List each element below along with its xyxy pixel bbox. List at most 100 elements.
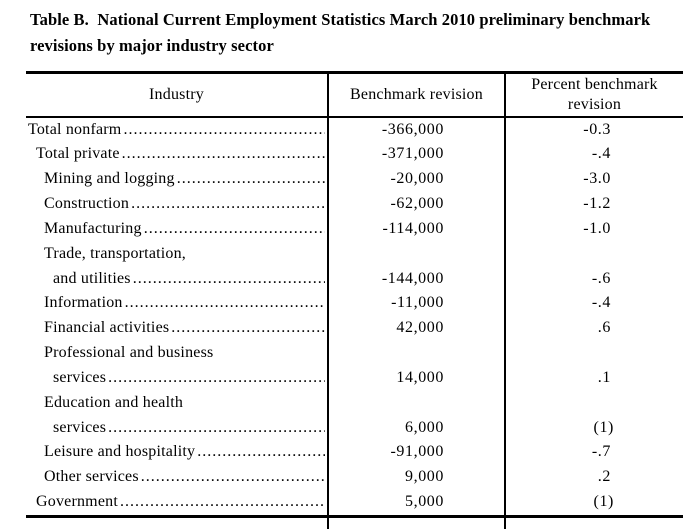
table-row: and utilities...........................… <box>26 266 683 292</box>
percent-revision-value <box>504 390 683 416</box>
column-header-industry: Industry <box>26 72 328 118</box>
benchmark-revision-value: -11,000 <box>327 291 505 317</box>
percent-revision-value: .1 <box>504 365 683 391</box>
table-row: Manufacturing...........................… <box>26 216 683 242</box>
benchmark-revision-value <box>327 390 505 416</box>
industry-cell: Total private...........................… <box>26 142 328 167</box>
dot-leader: ........................................… <box>124 294 325 312</box>
industry-label: Total private <box>36 145 120 163</box>
benchmark-revision-value: -144,000 <box>327 266 505 292</box>
table-row: services................................… <box>26 365 683 391</box>
percent-revision-value <box>504 341 683 366</box>
industry-label: Construction <box>44 195 130 213</box>
table-row: Mining and logging......................… <box>26 167 683 193</box>
column-header-percent-benchmark-revision: Percent benchmark revision <box>504 72 683 118</box>
benchmark-revision-value <box>327 341 505 366</box>
benchmark-revision-value: 5,000 <box>327 490 505 519</box>
table-row: services................................… <box>26 415 683 441</box>
table-row: Total private...........................… <box>26 142 683 168</box>
industry-label: Information <box>44 294 123 312</box>
benchmark-revision-value: -114,000 <box>327 216 505 242</box>
table-row: Professional and business <box>26 341 683 366</box>
benchmark-revision-value: 42,000 <box>327 316 505 342</box>
industry-cell: Total nonfarm...........................… <box>26 117 328 143</box>
percent-revision-value: -3.0 <box>504 167 683 193</box>
industry-cell: Education and health <box>26 391 328 416</box>
table-header: Industry Benchmark revision Percent benc… <box>26 72 683 118</box>
industry-cell: Professional and business <box>26 341 328 366</box>
dot-leader: ........................................… <box>119 493 325 511</box>
percent-revision-value: -.7 <box>504 440 683 466</box>
industry-label: Leisure and hospitality <box>44 443 196 461</box>
industry-cell: Financial activities....................… <box>26 316 328 341</box>
table-row: Information.............................… <box>26 291 683 317</box>
industry-cell: services................................… <box>26 416 328 441</box>
table-row: Government..............................… <box>26 490 683 519</box>
industry-label: services <box>53 368 107 386</box>
dot-leader: ........................................… <box>108 368 325 386</box>
table-row: Construction............................… <box>26 192 683 217</box>
industry-cell: services................................… <box>26 366 328 391</box>
percent-revision-value: -1.2 <box>504 192 683 217</box>
dot-leader: ........................................… <box>143 219 325 237</box>
benchmark-revision-value: -62,000 <box>327 192 505 217</box>
document-title: Table B. National Current Employment Sta… <box>30 7 650 59</box>
table-row: Education and health <box>26 390 683 416</box>
benchmark-revision-value <box>327 241 505 267</box>
benchmark-revision-value: -371,000 <box>327 142 505 168</box>
industry-label: Total nonfarm <box>28 120 122 138</box>
benchmark-revision-value: 6,000 <box>327 415 505 441</box>
industry-label: services <box>53 418 107 436</box>
industry-label: Education and health <box>44 393 184 411</box>
dot-leader: ........................................… <box>132 269 325 287</box>
dot-leader: ........................................… <box>131 195 325 213</box>
dot-leader: ........................................… <box>123 120 325 138</box>
table-body: Total nonfarm...........................… <box>26 116 683 519</box>
industry-label: Professional and business <box>44 344 214 362</box>
industry-cell: Other services..........................… <box>26 465 328 490</box>
industry-label: Government <box>36 493 118 511</box>
percent-revision-value: -.4 <box>504 142 683 168</box>
percent-revision-value: -1.0 <box>504 216 683 242</box>
table-row: Other services..........................… <box>26 465 683 491</box>
industry-label: Manufacturing <box>44 219 142 237</box>
percent-revision-value: -.4 <box>504 291 683 317</box>
table-row: Total nonfarm...........................… <box>26 116 683 143</box>
industry-label: Financial activities <box>44 319 170 337</box>
dot-leader: ........................................… <box>121 145 325 163</box>
stub-cell <box>327 516 505 529</box>
table-row: Trade, transportation, <box>26 241 683 267</box>
industry-cell: Information.............................… <box>26 291 328 316</box>
industry-cell: Construction............................… <box>26 192 328 217</box>
industry-cell: Mining and logging......................… <box>26 167 328 192</box>
stub-cell <box>504 516 683 529</box>
percent-revision-value: .2 <box>504 465 683 491</box>
employment-stats-table: Industry Benchmark revision Percent benc… <box>26 71 683 529</box>
table-bottom-stub <box>26 516 683 529</box>
benchmark-revision-value: -20,000 <box>327 167 505 193</box>
stub-row <box>26 516 683 529</box>
percent-revision-value: .6 <box>504 316 683 342</box>
table-container: Industry Benchmark revision Percent benc… <box>26 71 683 529</box>
document-title-line-1: Table B. National Current Employment Sta… <box>30 10 651 29</box>
table-row: Leisure and hospitality.................… <box>26 440 683 466</box>
document-title-line-2: revisions by major industry sector <box>30 36 274 55</box>
column-header-benchmark-revision: Benchmark revision <box>327 72 505 118</box>
benchmark-revision-value: 14,000 <box>327 365 505 391</box>
percent-revision-value: (1) <box>504 415 683 441</box>
dot-leader: ........................................… <box>108 418 325 436</box>
header-row: Industry Benchmark revision Percent benc… <box>26 72 683 118</box>
percent-revision-value: -0.3 <box>504 116 683 143</box>
table-row: Financial activities....................… <box>26 316 683 342</box>
industry-label: Trade, transportation, <box>44 244 187 262</box>
benchmark-revision-value: -91,000 <box>327 440 505 466</box>
industry-label: Mining and logging <box>44 170 175 188</box>
percent-revision-value: -.6 <box>504 266 683 292</box>
percent-revision-value <box>504 241 683 267</box>
benchmark-revision-value: 9,000 <box>327 465 505 491</box>
industry-cell: Leisure and hospitality.................… <box>26 440 328 465</box>
benchmark-revision-value: -366,000 <box>327 116 505 143</box>
dot-leader: ........................................… <box>140 468 325 486</box>
industry-label: Other services <box>44 468 139 486</box>
